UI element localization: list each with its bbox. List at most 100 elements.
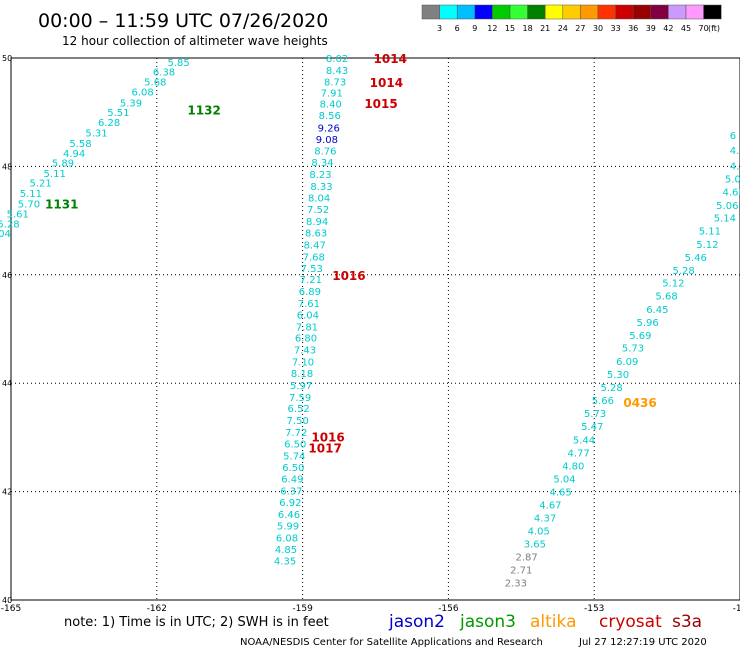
data-point: 8.73 — [324, 77, 346, 88]
data-point: 6.08 — [132, 88, 154, 99]
data-point: 6.09 — [616, 357, 638, 368]
data-point: 8.94 — [306, 217, 328, 228]
pass-time-labels: 1014101410151016101610171132113104360 — [45, 52, 657, 456]
data-point: 5.66 — [592, 396, 614, 407]
data-point: 4.65 — [549, 488, 571, 499]
data-point: 8.04 — [308, 193, 330, 204]
data-point: 5.04 — [553, 475, 575, 486]
data-point: 4.77 — [567, 449, 589, 460]
colorbar-swatch — [615, 4, 634, 20]
data-point: 5.51 — [107, 108, 129, 119]
time-label: 1015 — [364, 97, 397, 111]
data-point: 7.53 — [301, 264, 323, 275]
y-tick-label: 46 — [2, 271, 12, 280]
data-point: 5.74 — [283, 451, 305, 462]
time-label: 1014 — [374, 52, 407, 66]
data-point: 5.99 — [277, 522, 299, 533]
x-tick-label: -165 — [1, 604, 21, 614]
data-point: 4.05 — [528, 527, 550, 538]
colorbar-label: 24 — [558, 24, 568, 33]
data-point: 5.46 — [685, 253, 707, 264]
data-point: 6.49 — [281, 475, 303, 486]
data-point: 4.37 — [534, 514, 556, 525]
data-point: 5.28 — [0, 219, 20, 230]
colorbar-label: 70 — [699, 24, 709, 33]
data-point: 5.73 — [622, 343, 644, 354]
colorbar-swatch — [580, 4, 599, 20]
data-point: 5.58 — [69, 139, 91, 150]
data-point: 8.02 — [326, 54, 348, 65]
colorbar-swatch — [439, 4, 458, 20]
axis-ticks: -165 -162 -159 -156 -153 -15 40 42 44 46 48 50 — [1, 54, 740, 614]
data-point: 5.12 — [662, 278, 684, 289]
data-point: 8.76 — [314, 147, 336, 158]
satellite-name: s3a — [672, 612, 702, 632]
data-point: 4.80 — [562, 462, 584, 473]
data-point: 6.45 — [646, 305, 668, 316]
data-point: 7.81 — [296, 322, 318, 333]
data-point: 2.87 — [515, 553, 537, 564]
data-point: 5.11 — [44, 169, 66, 180]
data-point: 4.67 — [539, 501, 561, 512]
data-point: 5.89 — [52, 159, 74, 170]
colorbar-swatch — [668, 4, 687, 20]
data-point: 4.85 — [275, 545, 297, 556]
data-point: 8.63 — [305, 229, 327, 240]
data-point: 5.73 — [584, 409, 606, 420]
data-point: 7.72 — [285, 428, 307, 439]
colorbar-label: 21 — [540, 24, 550, 33]
data-points: 5.856.385.686.085.395.516.285.315.584.94… — [0, 54, 740, 590]
data-point: 8.18 — [291, 369, 313, 380]
data-point: 7.10 — [292, 358, 314, 369]
data-point: 5.47 — [581, 422, 603, 433]
data-point: 4.35 — [274, 556, 296, 567]
time-label: 1131 — [45, 197, 78, 211]
colorbar-label: 18 — [523, 24, 533, 33]
data-point: 6.04 — [297, 310, 319, 321]
satellite-name: jason3 — [459, 612, 516, 632]
colorbar-swatch — [632, 4, 652, 20]
data-point: 7.43 — [294, 346, 316, 357]
data-point: 8.56 — [319, 111, 341, 122]
colorbar-label: 45 — [681, 24, 691, 33]
data-point: 5.11 — [699, 226, 721, 237]
data-point: 6.92 — [279, 498, 301, 509]
colorbar-swatch — [527, 4, 546, 20]
colorbar-swatch — [456, 4, 476, 20]
footer-credit: NOAA/NESDIS Center for Satellite Applica… — [240, 637, 543, 648]
data-point: 9.26 — [318, 123, 340, 134]
data-point: 6.37 — [280, 487, 302, 498]
data-point: 5.61 — [7, 210, 29, 221]
colorbar-label: 12 — [487, 24, 497, 33]
data-point: 5.28 — [601, 383, 623, 394]
data-point: 6.46 — [278, 510, 300, 521]
data-point: 5.68 — [655, 291, 677, 302]
y-tick-label: 40 — [2, 596, 12, 605]
colorbar-label: 3 — [437, 24, 442, 33]
data-point: 5.06 — [716, 201, 738, 212]
x-tick-label: -15 — [733, 604, 740, 614]
colorbar-unit: (ft) — [708, 24, 720, 33]
data-point: 4.9 — [730, 161, 740, 172]
colorbar-label: 36 — [628, 24, 638, 33]
data-point: 5.12 — [696, 240, 718, 251]
data-point: 6.89 — [299, 287, 321, 298]
footer-note: note: 1) Time is in UTC; 2) SWH is in fe… — [64, 615, 329, 630]
data-point: 2.71 — [510, 566, 532, 577]
x-tick-label: -162 — [147, 604, 167, 614]
chart-title: 00:00 – 11:59 UTC 07/26/2020 — [38, 10, 328, 32]
satellite-name: cryosat — [599, 612, 662, 632]
colorbar-label: 42 — [663, 24, 673, 33]
time-label: 0436 — [623, 396, 656, 410]
colorbar-label: 27 — [575, 24, 585, 33]
colorbar-label: 6 — [455, 24, 460, 33]
data-point: 7.50 — [287, 416, 309, 427]
grid-lines — [11, 58, 740, 600]
time-label: 1132 — [187, 103, 220, 117]
data-point: 5.39 — [120, 98, 142, 109]
colorbar-swatch — [421, 4, 440, 20]
data-point: 7.52 — [307, 205, 329, 216]
data-point: 5.96 — [636, 318, 658, 329]
data-point: 4.68 — [723, 187, 740, 198]
